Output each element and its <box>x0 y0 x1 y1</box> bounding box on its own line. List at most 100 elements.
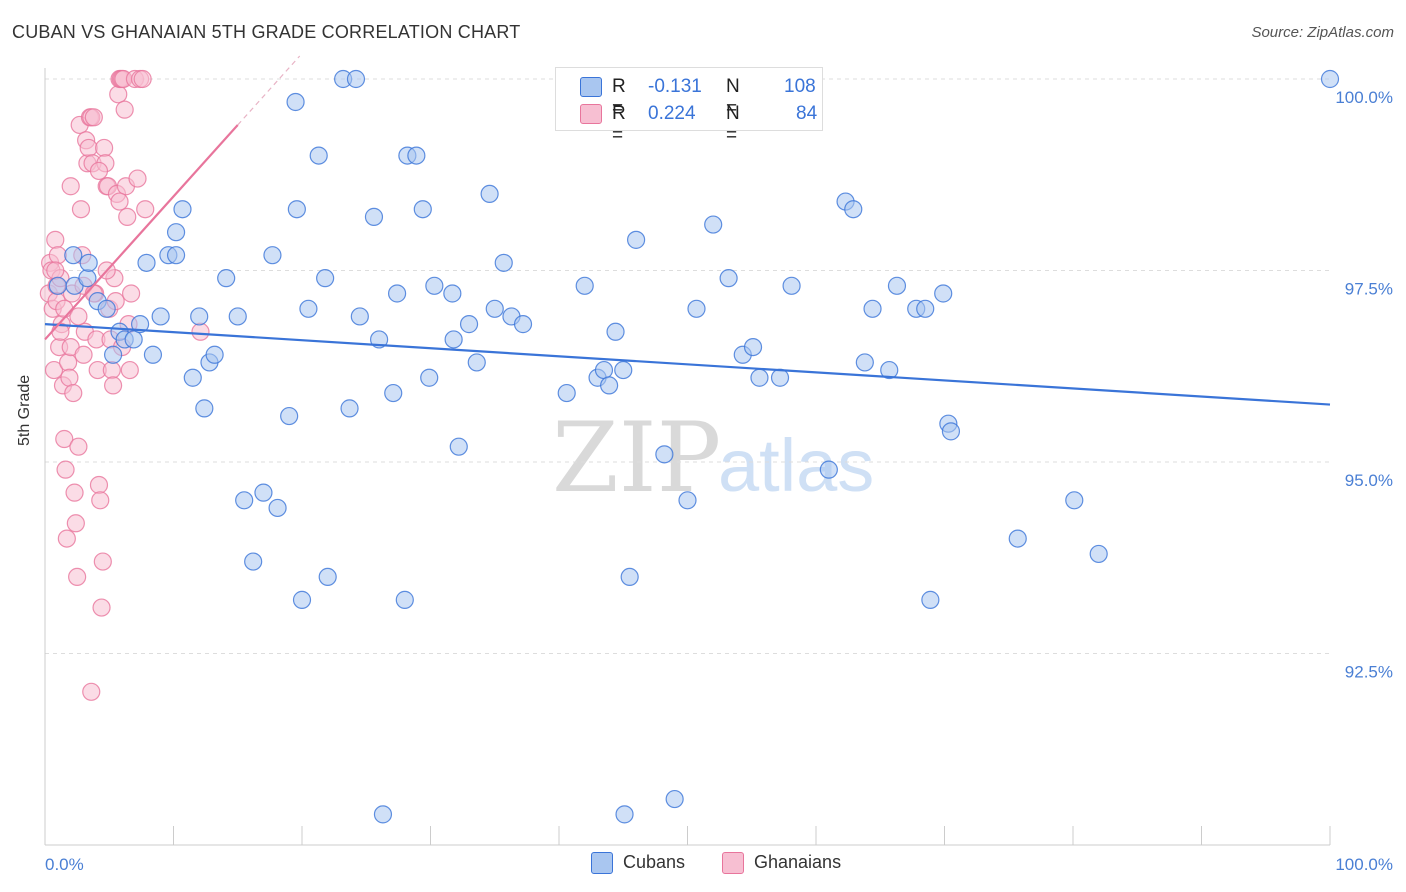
ghanaian-point <box>55 429 74 449</box>
cuban-point <box>286 92 305 112</box>
ghanaian-point <box>120 360 139 380</box>
ghanaian-point <box>74 345 93 364</box>
cuban-point <box>263 246 282 265</box>
cuban-point <box>513 315 533 334</box>
cuban-point <box>459 315 479 334</box>
legend-r-value: -0.131 <box>648 76 702 97</box>
legend-r-label: R = <box>612 76 626 119</box>
cuban-point <box>665 789 684 809</box>
watermark-atlas: atlas <box>718 424 874 507</box>
cuban-point <box>413 200 432 219</box>
legend-label-ghanaians: Ghanaians <box>754 852 842 872</box>
cuban-point <box>195 399 214 418</box>
cuban-point <box>183 368 202 387</box>
ghanaian-trend-line <box>44 124 239 341</box>
cuban-point <box>420 368 439 387</box>
cuban-point <box>79 253 98 272</box>
cuban-point <box>228 307 247 326</box>
cuban-point <box>494 253 513 272</box>
y-tick-label: 95.0% <box>1345 471 1393 490</box>
ghanaian-trend-extension <box>237 55 301 126</box>
ghanaian-point <box>65 483 84 502</box>
ghanaian-point <box>44 360 64 380</box>
source-label: Source: ZipAtlas.com <box>1251 24 1394 41</box>
legend-swatch-blue <box>580 77 602 97</box>
cuban-point <box>941 422 961 441</box>
ghanaian-point <box>91 491 110 510</box>
cuban-point <box>205 345 224 364</box>
cuban-point <box>318 567 337 587</box>
ghanaian-point <box>66 514 85 533</box>
ghanaian-point <box>69 437 88 456</box>
y-tick-label: 97.5% <box>1345 280 1393 299</box>
cuban-point <box>687 299 706 318</box>
cuban-point <box>1320 69 1340 89</box>
ghanaian-point <box>136 200 155 219</box>
ghanaian-point <box>56 460 75 479</box>
legend-n-label: N = <box>726 103 740 146</box>
cuban-point <box>921 590 940 609</box>
cuban-point <box>1065 491 1084 510</box>
ghanaian-point <box>110 192 129 211</box>
cuban-point <box>443 284 462 303</box>
ghanaian-point <box>82 682 101 701</box>
cuban-point <box>373 805 393 824</box>
legend-swatch-pink <box>580 104 602 124</box>
cuban-point <box>395 590 414 609</box>
cuban-point <box>557 383 576 403</box>
y-tick-label: 100.0% <box>1335 88 1393 107</box>
ghanaian-point <box>46 261 65 280</box>
cuban-point <box>575 276 594 295</box>
cuban-point <box>97 299 116 318</box>
cuban-point <box>880 360 899 380</box>
ghanaian-point <box>59 353 78 372</box>
cuban-point <box>449 437 468 456</box>
ghanaian-point <box>128 169 147 188</box>
cuban-point <box>235 491 254 510</box>
cuban-point <box>655 445 674 464</box>
ghanaian-point <box>46 230 65 249</box>
legend-label-cubans: Cubans <box>623 852 686 872</box>
cuban-point <box>130 315 150 334</box>
cuban-point <box>287 200 306 219</box>
cuban-point <box>143 345 163 364</box>
ghanaian-point <box>64 383 83 403</box>
ghanaian-point <box>93 552 112 571</box>
cuban-point <box>844 200 863 219</box>
cuban-point <box>364 207 384 226</box>
cuban-point <box>743 338 763 357</box>
cuban-point <box>190 307 209 326</box>
cuban-point <box>166 246 186 265</box>
cuban-point <box>425 276 444 295</box>
cuban-point <box>594 360 614 380</box>
cuban-point <box>292 590 312 609</box>
x-tick-label-max: 100.0% <box>1335 855 1393 874</box>
cuban-point <box>916 299 935 318</box>
cuban-point <box>340 399 359 418</box>
legend-n-value: 108 <box>784 76 816 97</box>
cuban-point <box>387 284 407 303</box>
cuban-point <box>280 406 299 426</box>
cuban-point <box>1089 544 1108 564</box>
cuban-point <box>124 330 143 349</box>
cuban-point <box>254 483 273 502</box>
cuban-point <box>626 230 646 249</box>
cuban-point <box>173 200 192 219</box>
x-tick-label-min: 0.0% <box>45 855 84 874</box>
cuban-point <box>480 184 499 203</box>
cuban-point <box>104 345 123 364</box>
ghanaian-point <box>89 475 109 495</box>
legend-swatch-blue <box>591 852 613 874</box>
cuban-point <box>750 368 769 387</box>
cuban-point <box>1008 529 1027 548</box>
ghanaian-point <box>104 376 123 395</box>
ghanaian-point <box>109 85 128 104</box>
cuban-point <box>704 215 723 234</box>
y-tick-label: 92.5% <box>1345 663 1393 682</box>
ghanaian-point <box>95 138 114 158</box>
cuban-point <box>299 299 318 318</box>
cuban-point <box>48 276 67 295</box>
cuban-point <box>217 269 236 288</box>
ghanaian-point <box>60 368 79 387</box>
ghanaian-point <box>118 207 137 226</box>
